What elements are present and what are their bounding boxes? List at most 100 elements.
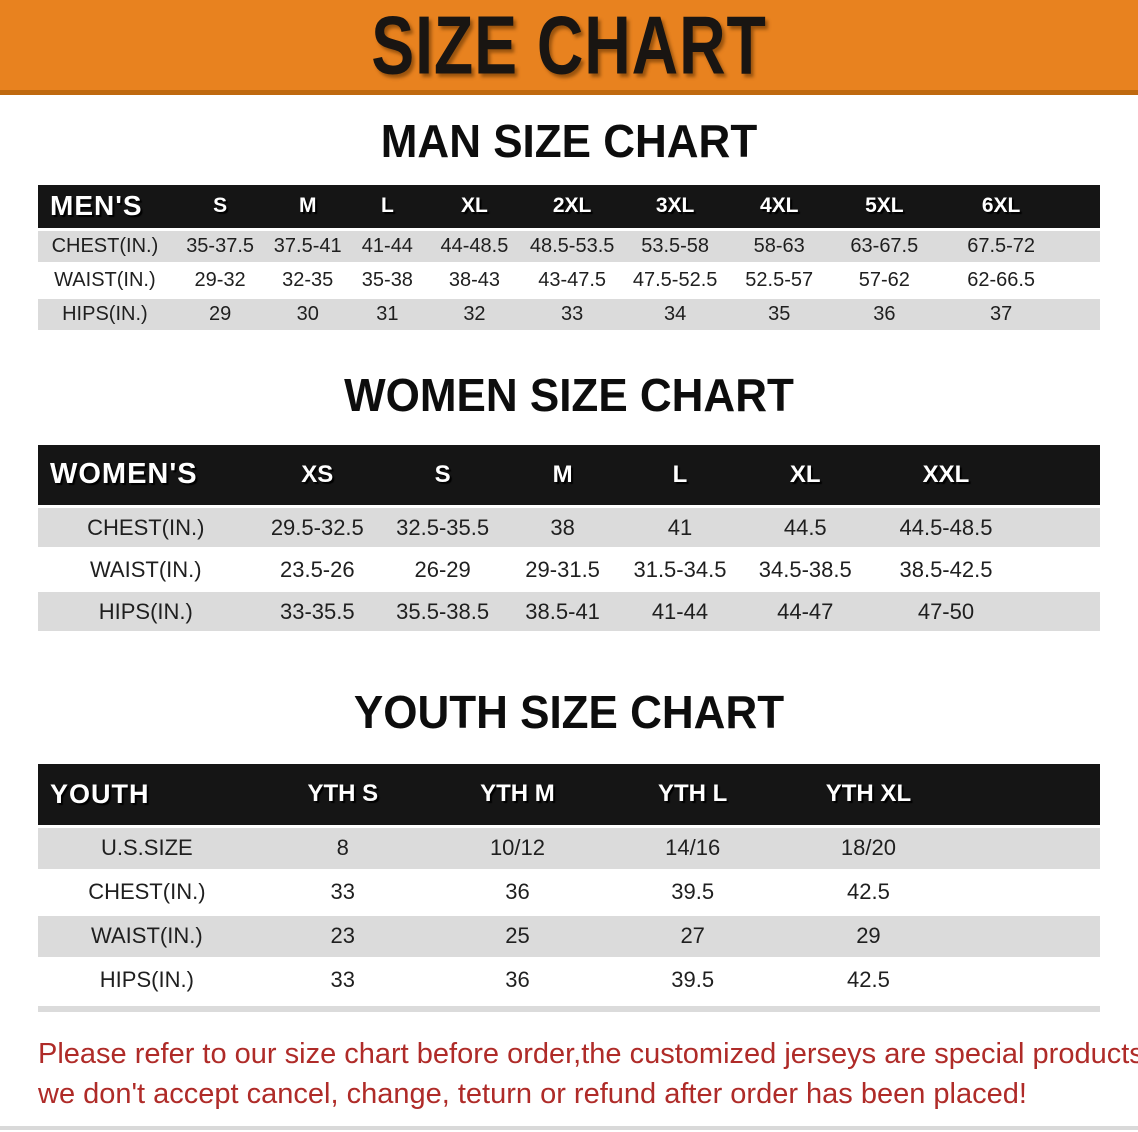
banner: SIZE CHART	[0, 0, 1138, 95]
women-row-label: CHEST(IN.)	[38, 505, 254, 550]
women-size-col-header: S	[381, 444, 505, 507]
men-size-value: 67.5-72	[937, 227, 1065, 265]
men-size-value: 62-66.5	[937, 261, 1065, 299]
men-size-value: 37.5-41	[268, 227, 348, 265]
youth-row-spacer	[956, 956, 1100, 1004]
youth-size-value: 8	[255, 824, 430, 872]
women-size-value: 38.5-42.5	[871, 547, 1021, 592]
women-size-col-header: XS	[253, 444, 382, 507]
youth-row-label: CHEST(IN.)	[38, 868, 256, 916]
men-size-col-header: 5XL	[831, 185, 938, 229]
youth-size-value: 10/12	[429, 824, 606, 872]
table-row: HIPS(IN.) 33-35.5 35.5-38.5 38.5-41 41-44 44-…	[38, 589, 1100, 634]
table-row: HIPS(IN.) 29 30 31 32 33 34 35 36 37	[38, 295, 1100, 333]
table-row: WAIST(IN.) 29-32 32-35 35-38 38-43 43-47.5 47.…	[38, 261, 1100, 299]
table-row: HIPS(IN.) 33 36 39.5 42.5	[38, 956, 1100, 1004]
women-size-col-header: XXL	[871, 444, 1021, 507]
men-size-value: 53.5-58	[623, 227, 728, 265]
men-group-label: MEN'S	[38, 185, 172, 229]
disclaimer-line1: Please refer to our size chart before or…	[38, 1037, 1138, 1070]
women-size-col-header: XL	[738, 444, 872, 507]
women-header-spacer	[1020, 444, 1100, 507]
women-size-col-header: L	[621, 444, 739, 507]
youth-size-col-header: YTH XL	[780, 764, 957, 826]
bottom-edge	[0, 1125, 1138, 1130]
youth-header-spacer	[956, 764, 1100, 826]
section-women: WOMEN SIZE CHART WOMEN'S XS S M L XL XXL CHEST…	[0, 371, 1138, 634]
men-row-label: HIPS(IN.)	[38, 295, 172, 333]
youth-row-spacer	[956, 912, 1100, 960]
women-row-spacer	[1020, 547, 1100, 592]
men-row-spacer	[1064, 227, 1100, 265]
men-size-value: 32	[427, 295, 522, 333]
table-row: CHEST(IN.) 33 36 39.5 42.5	[38, 868, 1100, 916]
women-row-spacer	[1020, 505, 1100, 550]
women-group-label: WOMEN'S	[38, 444, 254, 507]
men-size-value: 29-32	[171, 261, 269, 299]
banner-title: SIZE CHART	[371, 0, 767, 92]
section-youth: YOUTH SIZE CHART YOUTH YTH S YTH M YTH L YTH…	[0, 686, 1138, 1012]
men-table-wrap: MEN'S S M L XL 2XL 3XL 4XL 5XL 6XL CHEST(IN.) 35-3…	[0, 185, 1138, 333]
youth-size-value: 18/20	[780, 824, 957, 872]
youth-size-col-header: YTH S	[255, 764, 430, 826]
women-size-value: 44-47	[738, 589, 872, 634]
table-row: U.S.SIZE 8 10/12 14/16 18/20	[38, 824, 1100, 872]
youth-group-label: YOUTH	[38, 764, 256, 826]
youth-size-value: 23	[255, 912, 430, 960]
women-size-value: 34.5-38.5	[738, 547, 872, 592]
men-size-value: 35-38	[347, 261, 428, 299]
men-size-col-header: XL	[427, 185, 522, 229]
youth-size-value: 33	[255, 956, 430, 1004]
men-size-value: 31	[347, 295, 428, 333]
women-size-value: 41	[621, 505, 739, 550]
youth-size-value: 33	[255, 868, 430, 916]
youth-size-value: 14/16	[605, 824, 781, 872]
youth-row-label: HIPS(IN.)	[38, 956, 256, 1004]
youth-size-col-header: YTH M	[429, 764, 606, 826]
women-size-col-header: M	[504, 444, 622, 507]
youth-table-underline	[38, 1005, 1100, 1012]
women-size-value: 32.5-35.5	[381, 505, 505, 550]
youth-size-table: YOUTH YTH S YTH M YTH L YTH XL U.S.SIZE 8 10/1…	[38, 764, 1100, 1004]
youth-table-wrap: YOUTH YTH S YTH M YTH L YTH XL U.S.SIZE 8 10/1…	[0, 764, 1138, 1004]
men-header-row: MEN'S S M L XL 2XL 3XL 4XL 5XL 6XL	[38, 185, 1100, 229]
disclaimer-line2: we don't accept cancel, change, teturn o…	[38, 1077, 1027, 1110]
youth-size-value: 27	[605, 912, 781, 960]
men-size-value: 35-37.5	[171, 227, 269, 265]
men-size-value: 43-47.5	[521, 261, 624, 299]
women-size-value: 47-50	[871, 589, 1021, 634]
men-row-spacer	[1064, 261, 1100, 299]
women-size-value: 44.5-48.5	[871, 505, 1021, 550]
women-row-label: WAIST(IN.)	[38, 547, 254, 592]
youth-header-row: YOUTH YTH S YTH M YTH L YTH XL	[38, 764, 1100, 826]
men-size-value: 32-35	[268, 261, 348, 299]
section-title-men: MAN SIZE CHART	[380, 115, 758, 168]
youth-size-value: 36	[429, 868, 606, 916]
women-row-label: HIPS(IN.)	[38, 589, 254, 634]
men-size-value: 29	[171, 295, 269, 333]
men-size-value: 30	[268, 295, 348, 333]
men-size-value: 47.5-52.5	[623, 261, 728, 299]
women-size-value: 33-35.5	[253, 589, 382, 634]
men-row-label: CHEST(IN.)	[38, 227, 172, 265]
youth-row-spacer	[956, 868, 1100, 916]
women-size-value: 38	[504, 505, 622, 550]
women-row-spacer	[1020, 589, 1100, 634]
women-size-value: 31.5-34.5	[621, 547, 739, 592]
disclaimer: Please refer to our size chart before or…	[38, 1034, 1138, 1114]
section-title-youth: YOUTH SIZE CHART	[353, 686, 785, 739]
youth-size-value: 29	[780, 912, 957, 960]
men-size-value: 63-67.5	[831, 227, 938, 265]
men-size-value: 58-63	[727, 227, 832, 265]
men-size-col-header: 6XL	[937, 185, 1065, 229]
table-row: WAIST(IN.) 23 25 27 29	[38, 912, 1100, 960]
women-size-value: 38.5-41	[504, 589, 622, 634]
men-size-value: 48.5-53.5	[521, 227, 624, 265]
men-header-spacer	[1064, 185, 1100, 229]
youth-size-value: 25	[429, 912, 606, 960]
men-size-value: 41-44	[347, 227, 428, 265]
women-header-row: WOMEN'S XS S M L XL XXL	[38, 444, 1100, 507]
men-size-value: 35	[727, 295, 832, 333]
men-size-col-header: 2XL	[521, 185, 624, 229]
men-row-label: WAIST(IN.)	[38, 261, 172, 299]
